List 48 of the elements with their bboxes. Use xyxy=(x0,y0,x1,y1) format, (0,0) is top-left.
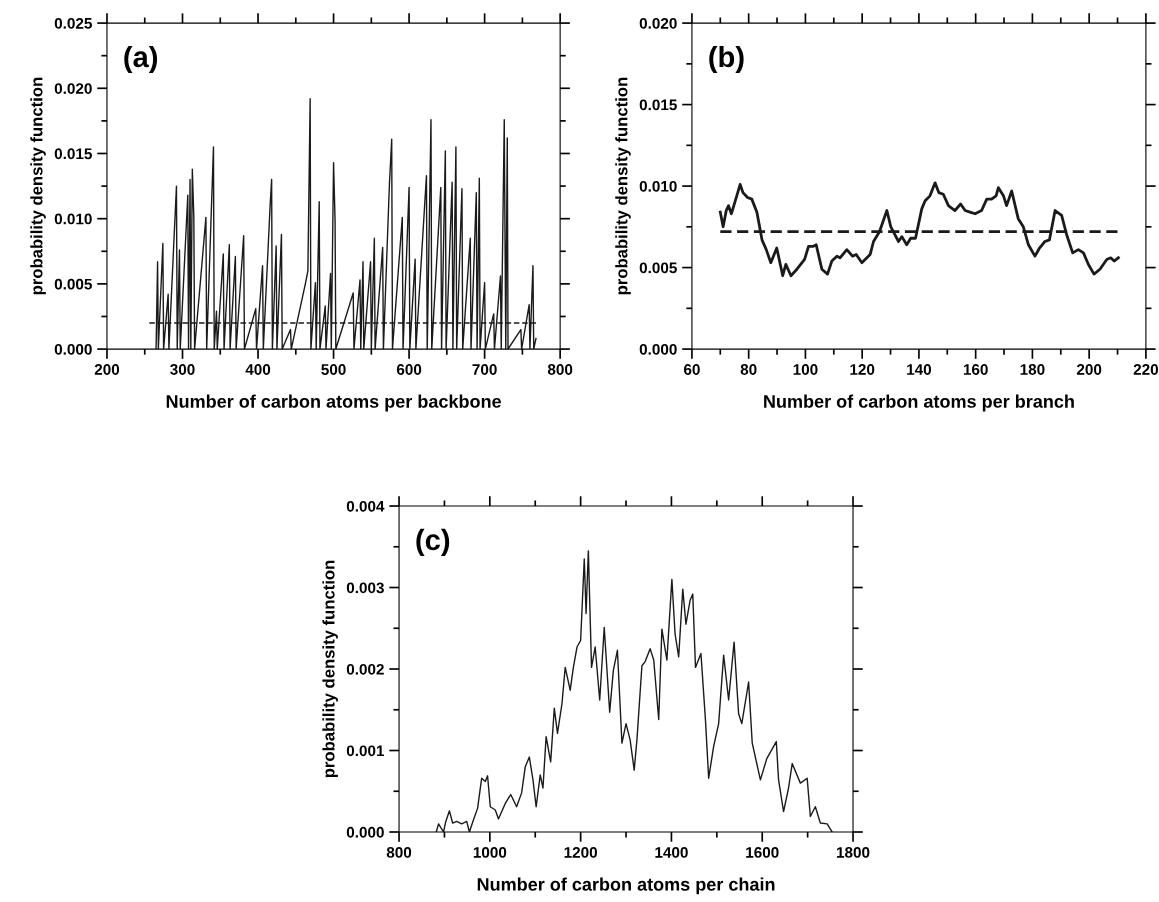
y-tick-label: 0.005 xyxy=(639,262,677,274)
x-tick-label: 1600 xyxy=(746,846,779,858)
line-series xyxy=(718,181,1120,278)
x-tick-label: 1200 xyxy=(564,846,597,858)
y-tick-label: 0.015 xyxy=(639,99,677,111)
x-tick-label: 160 xyxy=(963,364,988,375)
x-tick-label: 180 xyxy=(1020,364,1045,375)
x-tick-label: 700 xyxy=(472,364,497,375)
y-tick-label: 0.000 xyxy=(346,826,384,838)
x-tick-label: 60 xyxy=(683,364,700,375)
x-tick-label: 200 xyxy=(1076,364,1102,375)
y-axis-title: probability density function xyxy=(30,77,46,295)
x-tick-label: 300 xyxy=(170,364,195,375)
y-axis-title: probability density function xyxy=(322,560,338,778)
x-tick-label: 140 xyxy=(907,364,932,375)
x-tick-label: 120 xyxy=(850,364,875,375)
x-axis-title: Number of carbon atoms per backbone xyxy=(166,394,501,412)
y-tick-label: 0.020 xyxy=(54,83,92,94)
y-tick-label: 0.000 xyxy=(54,343,92,355)
x-tick-label: 400 xyxy=(245,364,271,375)
x-axis-title: Number of carbon atoms per branch xyxy=(764,394,1074,412)
y-axis-title: probability density function xyxy=(615,77,631,295)
y-tick-label: 0.000 xyxy=(639,343,677,355)
x-tick-label: 1000 xyxy=(473,846,507,858)
y-tick-label: 0.003 xyxy=(346,582,384,594)
x-tick-label: 1800 xyxy=(836,846,870,858)
x-tick-label: 200 xyxy=(94,364,120,375)
x-tick-label: 800 xyxy=(547,364,573,375)
y-tick-label: 0.015 xyxy=(54,148,92,160)
y-tick-label: 0.001 xyxy=(346,745,385,757)
y-tick-label: 0.025 xyxy=(54,17,92,29)
x-tick-label: 100 xyxy=(793,364,818,375)
annotation: (a) xyxy=(124,45,158,74)
x-tick-label: 80 xyxy=(740,364,757,375)
y-tick-label: 0.002 xyxy=(346,663,384,675)
x-tick-label: 800 xyxy=(386,846,412,858)
x-tick-label: 600 xyxy=(396,364,422,375)
y-tick-label: 0.010 xyxy=(639,180,677,192)
x-axis-title: Number of carbon atoms per chain xyxy=(477,877,775,895)
y-tick-label: 0.004 xyxy=(346,500,385,512)
y-tick-label: 0.020 xyxy=(639,17,677,29)
x-tick-label: 1400 xyxy=(655,846,688,858)
y-tick-label: 0.005 xyxy=(54,278,92,290)
annotation: (b) xyxy=(709,45,744,74)
y-tick-label: 0.010 xyxy=(54,213,92,225)
annotation: (c) xyxy=(416,528,450,557)
x-tick-label: 500 xyxy=(321,364,346,375)
x-tick-label: 220 xyxy=(1133,364,1159,375)
